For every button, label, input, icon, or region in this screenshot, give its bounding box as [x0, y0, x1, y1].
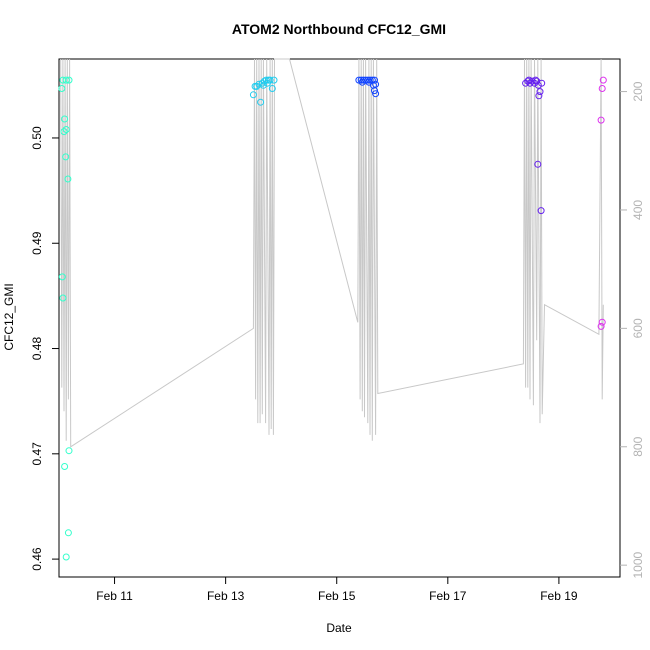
- data-point: [62, 153, 70, 161]
- chart-title: ATOM2 Northbound CFC12_GMI: [232, 21, 446, 37]
- y2-tick-label: 200: [631, 81, 645, 101]
- data-point: [64, 175, 72, 183]
- data-point: [268, 85, 276, 92]
- y-tick-label: 0.50: [30, 126, 44, 150]
- data-point: [531, 79, 538, 87]
- data-point: [372, 90, 380, 98]
- data-point: [358, 78, 366, 86]
- data-point: [365, 78, 373, 86]
- data-point: [62, 126, 70, 133]
- x-axis: Feb 11 Feb 13 Feb 15 Feb 17 Feb 19: [96, 577, 578, 603]
- data-point: [371, 87, 378, 95]
- data-point: [65, 76, 73, 84]
- data-point: [62, 553, 70, 561]
- data-point: [355, 76, 363, 84]
- data-point: [525, 76, 533, 84]
- plot-frame: [58, 58, 621, 578]
- data-point: [259, 81, 267, 89]
- data-point: [58, 273, 66, 281]
- data-point: [537, 207, 545, 215]
- pressure-track-line: [60, 58, 604, 448]
- data-point: [368, 76, 376, 84]
- x-tick-label: Feb 15: [318, 589, 356, 603]
- data-point: [61, 115, 69, 123]
- data-point: [65, 447, 73, 455]
- y-tick-label: 0.46: [30, 547, 44, 571]
- x-axis-label: Date: [326, 621, 352, 635]
- data-point: [249, 91, 257, 99]
- data-point: [257, 98, 265, 106]
- data-point: [255, 80, 263, 88]
- data-point: [60, 128, 68, 136]
- x-tick-label: Feb 19: [540, 589, 578, 603]
- data-point: [532, 76, 540, 84]
- data-point: [598, 318, 606, 326]
- data-point: [524, 77, 532, 85]
- data-point: [270, 76, 278, 84]
- data-point: [64, 529, 72, 537]
- data-point: [59, 294, 67, 302]
- x-tick-label: Feb 17: [429, 589, 467, 603]
- data-point: [62, 76, 70, 84]
- data-point: [526, 79, 534, 87]
- data-point: [597, 116, 605, 124]
- data-point: [262, 76, 270, 84]
- pressure-track-layer: [60, 58, 604, 448]
- y-axis-label: CFC12_GMI: [2, 283, 16, 350]
- data-point: [599, 76, 607, 84]
- data-point: [538, 79, 546, 87]
- y2-axis: 200 400 600 800 1000: [620, 81, 645, 579]
- y-axis: 0.46 0.47 0.48 0.49 0.50: [30, 126, 59, 571]
- data-point: [536, 88, 544, 96]
- data-points-layer: [58, 76, 607, 561]
- data-point: [535, 92, 543, 100]
- y-tick-label: 0.47: [30, 442, 44, 466]
- data-point: [534, 160, 542, 168]
- y2-tick-label: 800: [631, 436, 645, 456]
- data-point: [61, 463, 69, 470]
- y2-tick-label: 600: [631, 318, 645, 338]
- data-point: [58, 85, 66, 92]
- y-tick-label: 0.48: [30, 337, 44, 361]
- y2-tick-label: 1000: [631, 551, 645, 578]
- data-point: [263, 79, 271, 87]
- x-tick-label: Feb 13: [207, 589, 245, 603]
- y-tick-label: 0.49: [30, 231, 44, 255]
- x-tick-label: Feb 11: [96, 589, 133, 603]
- data-point: [528, 77, 536, 85]
- y2-tick-label: 400: [631, 200, 645, 220]
- data-point: [251, 82, 259, 90]
- data-point: [598, 85, 606, 92]
- data-point: [597, 322, 605, 330]
